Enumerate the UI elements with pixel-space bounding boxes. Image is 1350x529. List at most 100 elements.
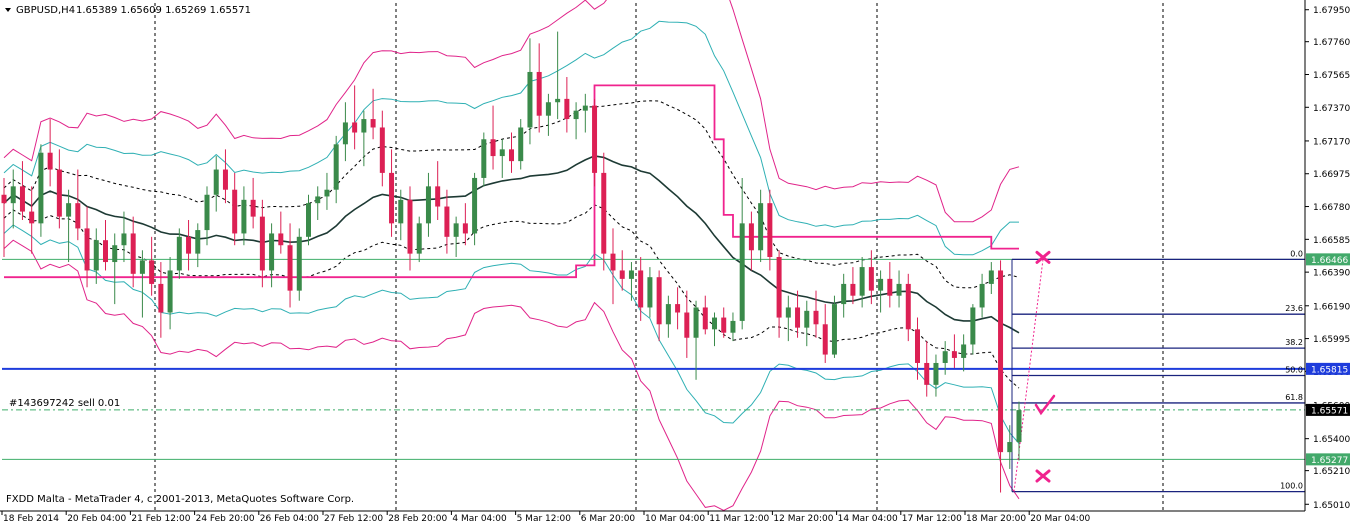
trailing-stop-line [4, 84, 1019, 279]
candle-body [435, 186, 441, 207]
x-tick-label: 20 Feb 04:00 [67, 514, 126, 524]
x-tick-label: 6 Mar 20:00 [581, 514, 636, 524]
candle-body [619, 270, 625, 279]
candle-body [693, 307, 699, 338]
fib-trend-line [1013, 259, 1044, 492]
time-axis: 18 Feb 2014 20 Feb 04:00 21 Feb 12:00 24 Fe… [1, 511, 1091, 524]
candle-body [352, 122, 358, 133]
x-tick-label: 17 Mar 12:00 [902, 514, 962, 524]
x-tick-label: 18 Mar 20:00 [966, 514, 1026, 524]
candle-body [389, 172, 395, 224]
x-tick-label: 12 Mar 20:00 [773, 514, 833, 524]
candle-body [915, 329, 920, 363]
candle-body [748, 223, 754, 251]
order-label: #143697242 sell 0.01 [9, 398, 120, 409]
band-mid-lower [3, 224, 1020, 444]
candle-body [379, 127, 385, 173]
candle-body [287, 245, 293, 291]
candle-body [241, 199, 247, 234]
band-inner-upper [3, 100, 1020, 289]
y-tick-label: 1.67950 [1313, 6, 1350, 16]
candle-body [167, 270, 173, 313]
candle-body [601, 172, 607, 254]
fib-level-label: 100.0 [1280, 482, 1303, 491]
candle-body [370, 119, 376, 128]
candle-body [767, 203, 773, 257]
stop-mark-icon [1035, 469, 1051, 483]
candle-body [222, 169, 228, 190]
candle-body [564, 98, 570, 120]
candle-body [702, 307, 708, 330]
ohlc-values: 1.65389 1.65609 1.65269 1.65571 [76, 5, 251, 16]
candle-body [933, 362, 939, 385]
x-tick-label: 10 Mar 04:00 [645, 514, 705, 524]
y-tick-label: 1.67760 [1313, 38, 1350, 48]
candle-body [988, 270, 994, 284]
candle-body [979, 283, 985, 308]
x-tick-label: 26 Feb 04:00 [260, 514, 319, 524]
x-tick-label: 5 Mar 12:00 [517, 514, 572, 524]
candle-body [84, 228, 90, 271]
price-tag-label: 1.65277 [1311, 456, 1348, 466]
candle-body [425, 186, 431, 224]
x-tick-label: 21 Feb 12:00 [131, 514, 190, 524]
candle-body [213, 169, 219, 195]
price-tag-label: 1.65571 [1311, 406, 1348, 416]
candle-body [29, 211, 35, 224]
candle-body [444, 206, 450, 237]
x-tick-label: 27 Feb 12:00 [324, 514, 383, 524]
fib-level-label: 50.0 [1285, 366, 1303, 375]
candle-body [610, 253, 616, 271]
y-tick-label: 1.67565 [1313, 71, 1350, 81]
candle-body [149, 260, 155, 284]
candle-body [278, 233, 284, 246]
dropdown-triangle-icon[interactable] [5, 8, 11, 12]
fibonacci-retracement[interactable]: 0.0 23.6 38.2 50.0 61.8 100.0 [1011, 249, 1305, 493]
fib-level-label: 38.2 [1285, 338, 1303, 347]
price-tag [1306, 453, 1350, 466]
candle-body [75, 203, 81, 229]
grid-lines [154, 3, 1164, 511]
x-tick-label: 14 Mar 04:00 [838, 514, 898, 524]
candle-body [555, 98, 561, 103]
candle-body [407, 199, 413, 254]
candle-body [250, 199, 256, 217]
candle-body [961, 344, 967, 358]
candle-body [453, 223, 459, 237]
candle-body [1, 194, 7, 204]
chart-header: GBPUSD,H4 1.65389 1.65609 1.65269 1.6557… [5, 5, 251, 16]
candle-body [509, 149, 514, 162]
candle-body [306, 203, 311, 237]
candle-body [684, 312, 690, 338]
x-tick-label: 20 Mar 04:00 [1030, 514, 1090, 524]
candle-body [462, 223, 468, 234]
entry-check-icon [1034, 394, 1056, 416]
candle-body [536, 71, 542, 116]
candle-body [1016, 410, 1022, 443]
candle-body [342, 122, 348, 145]
candle-body [499, 149, 505, 157]
candle-body [656, 277, 662, 325]
candle-body [804, 310, 810, 328]
candle-body [66, 203, 72, 217]
x-tick-label: 28 Feb 20:00 [388, 514, 447, 524]
x-tick-label: 24 Feb 20:00 [196, 514, 255, 524]
candle-body [896, 283, 902, 296]
candle-body [758, 203, 764, 251]
candle-body [38, 152, 44, 224]
candle-body [527, 71, 533, 128]
fib-level-label: 0.0 [1290, 249, 1303, 258]
candle-body [472, 177, 478, 234]
candle-body [56, 169, 62, 217]
y-tick-label: 1.66585 [1313, 236, 1350, 246]
candle-body [361, 119, 367, 133]
candle-body [942, 351, 948, 363]
price-tag-label: 1.65815 [1311, 365, 1348, 375]
band-inner-lower [3, 204, 1020, 389]
x-tick-label: 4 Mar 04:00 [452, 514, 507, 524]
copyright-text: FXDD Malta - MetaTrader 4, c 2001-2013, … [6, 494, 354, 505]
candle-body [582, 105, 588, 111]
